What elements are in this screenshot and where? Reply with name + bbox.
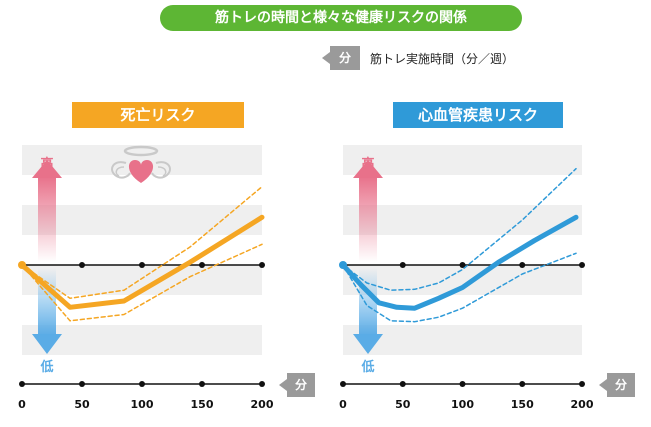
risk-high-arrowhead	[353, 160, 383, 178]
risk-high-arrow-shaft	[359, 176, 377, 262]
panel-title-mortality: 死亡リスク	[72, 102, 244, 128]
series-lower-mortality	[21, 243, 263, 322]
series-estimate-mortality	[19, 214, 265, 310]
background-band	[22, 205, 262, 235]
reference-tick-dot	[399, 262, 406, 268]
risk-high-label: 高	[40, 156, 53, 172]
reference-tick-dot	[139, 262, 145, 268]
x-tick-label: 50	[395, 398, 411, 411]
risk-high-arrow-shaft	[38, 176, 56, 262]
reference-tick-dot	[79, 262, 85, 268]
x-axis-tick	[139, 381, 145, 387]
unit-tag: 分	[322, 46, 360, 70]
x-tick-label: 50	[74, 398, 90, 411]
x-axis-tick	[399, 381, 406, 387]
x-axis-tick	[259, 381, 265, 387]
unit-legend: 分 筋トレ実施時間（分／週）	[322, 46, 514, 70]
x-tick-label: 0	[18, 398, 26, 411]
risk-low-arrowhead	[32, 334, 62, 354]
risk-low-label: 低	[360, 359, 374, 375]
panel-title-cardio: 心血管疾患リスク	[393, 102, 563, 128]
heart-with-wings-icon	[111, 145, 171, 183]
background-band	[343, 145, 582, 175]
reference-tick-dot	[579, 262, 585, 268]
x-tick-label: 100	[131, 398, 154, 411]
series-upper-mortality	[21, 185, 263, 300]
x-tick-label: 200	[251, 398, 274, 411]
x-axis-tick	[199, 381, 205, 387]
chart-title-banner: 筋トレの時間と様々な健康リスクの関係	[160, 5, 522, 31]
reference-tick-dot	[199, 262, 205, 268]
reference-tick-dot	[459, 262, 466, 268]
series-lower-cardio	[342, 252, 577, 323]
risk-low-arrowhead	[353, 334, 383, 354]
risk-high-arrowhead	[32, 160, 62, 178]
x-axis-tick	[19, 381, 25, 387]
reference-tick-dot	[259, 262, 265, 268]
x-tick-label: 0	[339, 398, 347, 411]
x-tick-label: 100	[451, 398, 474, 411]
unit-legend-text: 筋トレ実施時間（分／週）	[370, 51, 515, 66]
x-tick-label: 150	[191, 398, 214, 411]
x-axis-tick	[340, 381, 346, 387]
x-axis-tick	[579, 381, 585, 387]
background-band	[343, 205, 582, 235]
x-axis-tick	[459, 381, 466, 387]
x-tick-label: 150	[511, 398, 534, 411]
reference-tick-dot	[519, 262, 526, 268]
x-axis-unit-mortality: 分	[279, 373, 315, 397]
background-band	[22, 325, 262, 355]
risk-high-label: 高	[361, 156, 374, 172]
background-band	[343, 325, 582, 355]
x-axis-tick	[519, 381, 526, 387]
risk-low-label: 低	[39, 359, 53, 375]
series-estimate-cardio	[340, 214, 579, 311]
x-axis-tick	[79, 381, 85, 387]
background-band	[343, 265, 582, 295]
x-axis-unit-cardio: 分	[599, 373, 635, 397]
x-tick-label: 200	[571, 398, 594, 411]
series-upper-cardio	[342, 167, 577, 291]
